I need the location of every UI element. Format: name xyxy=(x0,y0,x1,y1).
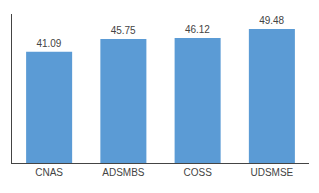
svg-text:UDSMSE: UDSMSE xyxy=(250,167,293,178)
svg-text:49.48: 49.48 xyxy=(259,15,284,26)
svg-text:COSS: COSS xyxy=(183,167,212,178)
svg-text:45.75: 45.75 xyxy=(111,25,136,36)
svg-text:41.09: 41.09 xyxy=(36,38,61,49)
svg-text:CNAS: CNAS xyxy=(35,167,63,178)
svg-text:ADSMBS: ADSMBS xyxy=(102,167,145,178)
svg-text:46.12: 46.12 xyxy=(185,24,210,35)
